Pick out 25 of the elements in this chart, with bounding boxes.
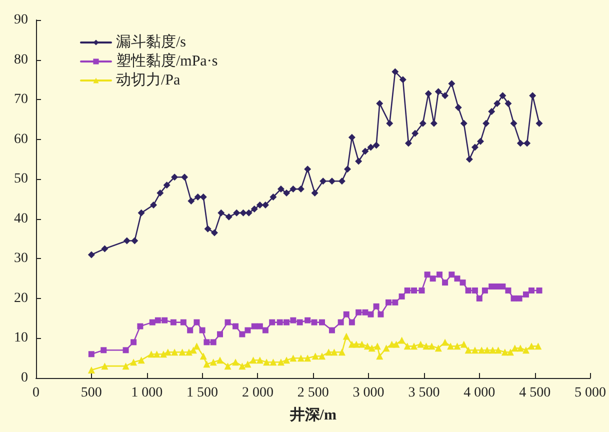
x-tick-label: 4 000: [464, 386, 496, 400]
y-tick-label: 0: [21, 370, 28, 386]
y-tick-label: 40: [14, 211, 28, 226]
x-tick-label: 3 500: [408, 386, 440, 400]
y-tick-label: 50: [14, 172, 28, 187]
x-tick-label: 2 000: [242, 386, 274, 400]
y-tick-label: 60: [14, 132, 28, 147]
legend-label: 漏斗黏度/s: [116, 34, 186, 50]
y-tick-label: 80: [14, 52, 28, 68]
x-tick-label: 1 500: [186, 386, 218, 400]
x-tick-label: 0: [32, 386, 40, 400]
legend-label: 动切力/Pa: [116, 72, 181, 88]
y-tick-label: 70: [14, 92, 28, 108]
x-tick-label: 500: [80, 386, 102, 400]
x-tick-label: 5 000: [574, 386, 606, 400]
x-axis-title: 井深/m: [288, 406, 337, 424]
x-tick-label: 3 000: [352, 386, 384, 400]
x-tick-label: 4 500: [519, 386, 551, 400]
x-tick-label: 2 500: [297, 386, 329, 400]
y-tick-label: 90: [14, 12, 28, 28]
x-tick-label: 1 000: [131, 386, 163, 400]
y-tick-label: 30: [14, 251, 28, 266]
legend-label: 塑性黏度/mPa·s: [116, 52, 218, 70]
y-tick-label: 10: [14, 330, 28, 346]
y-tick-label: 20: [14, 290, 28, 306]
